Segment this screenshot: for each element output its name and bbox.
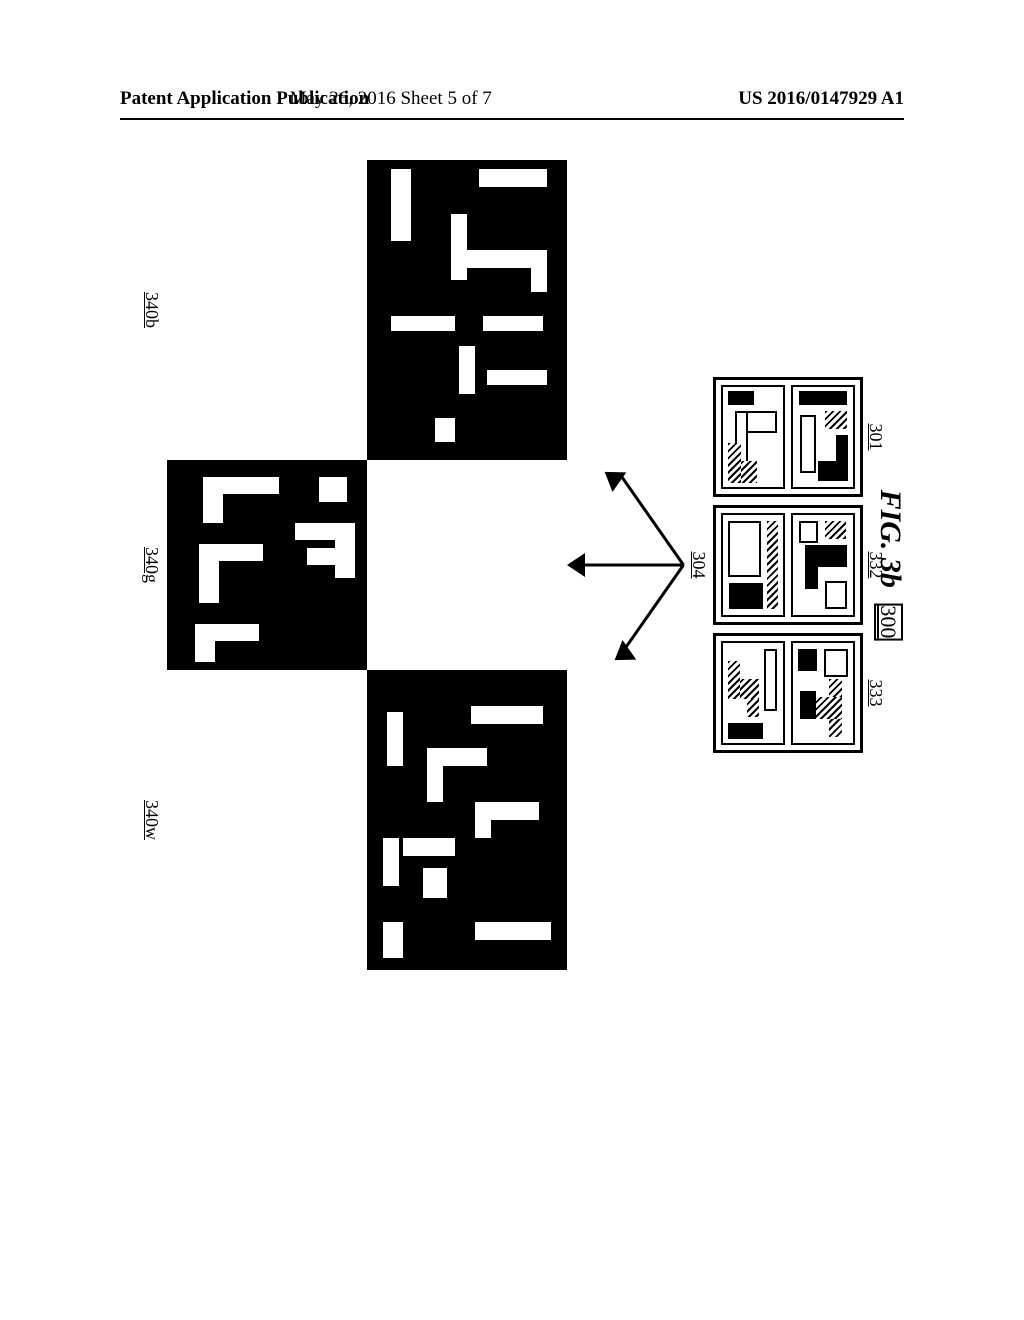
shape-rect (825, 521, 845, 539)
mask-aperture (391, 169, 411, 241)
mask-wrap-340b: 340b (167, 160, 567, 460)
mask-aperture (435, 418, 455, 442)
pattern-panel-333: 333 (713, 633, 863, 753)
mask-aperture (483, 316, 543, 331)
panel-cell (791, 641, 855, 745)
shape-rect (805, 545, 818, 589)
shape-rect (824, 649, 848, 677)
header-rule (120, 118, 904, 120)
pattern-panel-301: 301 (713, 377, 863, 497)
figure-title-ref: 300 (874, 603, 903, 640)
mask-aperture (487, 370, 547, 385)
shape-rect (800, 691, 816, 719)
pattern-panels-row: 301332304333 (713, 377, 863, 753)
shape-rect (798, 649, 817, 671)
shape-rect (825, 411, 847, 429)
mask-aperture (471, 706, 543, 724)
shape-rect (799, 521, 818, 543)
mask-aperture (391, 316, 455, 331)
mask-aperture (423, 868, 447, 898)
mask-row: 340b340g340w (167, 195, 567, 935)
panel-cell (791, 385, 855, 489)
arrow-head-right (608, 640, 637, 670)
mask-aperture (531, 250, 547, 292)
panel-cell (721, 513, 785, 617)
shape-rect (728, 391, 754, 405)
mask-label: 340b (141, 292, 162, 328)
mask-aperture (307, 548, 355, 565)
mask-wrap-340w: 340w (167, 670, 567, 970)
mask-aperture (387, 712, 403, 766)
arrow-line-left (619, 474, 685, 566)
shape-rect (767, 521, 778, 609)
shape-rect (728, 443, 741, 483)
mask-aperture (319, 477, 347, 502)
header-right: US 2016/0147929 A1 (738, 88, 904, 110)
shape-rect (825, 581, 847, 609)
mask-aperture (383, 838, 399, 886)
panel-cell (721, 641, 785, 745)
arrow-head-mid (567, 553, 585, 577)
shape-rect (813, 697, 842, 719)
mask-label: 340g (141, 547, 162, 583)
mask-340b (367, 160, 567, 460)
pattern-panel-332: 332304 (713, 505, 863, 625)
mask-aperture (459, 346, 475, 394)
header-middle: May 26, 2016 Sheet 5 of 7 (290, 88, 492, 110)
shape-rect (818, 461, 848, 481)
mask-label: 340w (141, 800, 162, 840)
panel-cell (791, 513, 855, 617)
shape-rect (729, 583, 763, 609)
mask-wrap-340g: 340g (167, 460, 567, 670)
arrow-line-mid (579, 564, 684, 567)
mask-aperture (475, 922, 551, 940)
mask-aperture (203, 477, 223, 523)
shape-rect (728, 661, 740, 699)
mask-aperture (427, 748, 443, 802)
page-header: Patent Application Publication May 26, 2… (120, 88, 904, 116)
arrow-line-right (619, 564, 685, 656)
panel-label: 301 (865, 424, 886, 451)
mask-aperture (383, 922, 403, 958)
mask-aperture (451, 214, 467, 280)
mask-340w (367, 670, 567, 970)
mask-aperture (199, 544, 219, 603)
panel-label: 332 (865, 552, 886, 579)
shape-rect (728, 723, 763, 739)
figure-3b: FIG. 3b 300 301332304333 340b340g340w (117, 195, 907, 935)
arrow-head-left (598, 462, 627, 492)
mask-aperture (403, 838, 455, 856)
shape-rect (800, 415, 816, 473)
decomposition-arrows (557, 385, 697, 745)
mask-aperture (475, 802, 491, 838)
shape-rect (799, 391, 847, 405)
panel-label: 333 (865, 680, 886, 707)
mask-340g (167, 460, 367, 670)
shape-rect (764, 649, 777, 711)
mask-aperture (479, 169, 547, 187)
mask-aperture (195, 624, 215, 662)
shape-rect (728, 521, 762, 577)
panel-cell (721, 385, 785, 489)
page: Patent Application Publication May 26, 2… (0, 0, 1024, 1320)
